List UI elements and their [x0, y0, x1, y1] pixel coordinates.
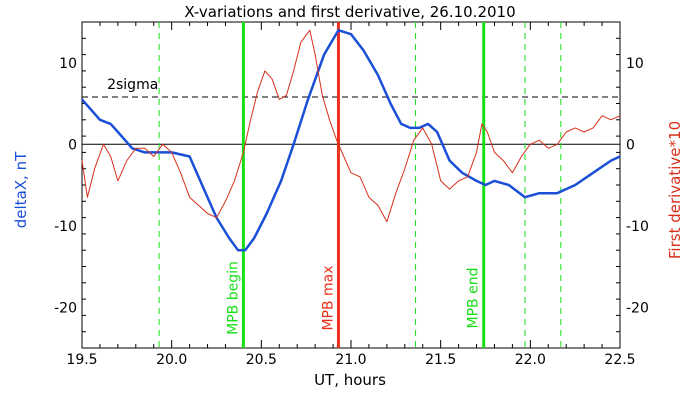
y-axis-label-left: deltaX, nT	[12, 151, 30, 228]
x-tick-label: 22.0	[515, 352, 546, 368]
series-deltax-line	[81, 28, 621, 252]
y-tick-label-left: 10	[59, 56, 77, 72]
y-tick-label-right: -20	[626, 300, 649, 316]
y-tick-label-left: -20	[54, 300, 77, 316]
x-tick-label: 20.0	[156, 352, 187, 368]
y-tick-label-left: 0	[68, 137, 77, 153]
x-axis-label: UT, hours	[314, 371, 386, 389]
vline-label: MPB max	[320, 265, 336, 330]
vline-label: MPB begin	[225, 261, 241, 335]
chart-title: X-variations and first derivative, 26.10…	[184, 3, 515, 21]
y-tick-label-right: -10	[626, 219, 649, 235]
plot-area: 2sigma 19.5 20.0 20.5 21.0 21.5 22.0 22.5 10 10 0 0…	[54, 21, 649, 368]
vline-label: MPB end	[466, 268, 482, 329]
series-derivative-line	[81, 29, 621, 223]
y-axis-label-right: First derivative*10	[666, 121, 684, 259]
sigma-label: 2sigma	[107, 77, 158, 93]
x-tick-label: 21.0	[335, 352, 366, 368]
x-tick-label: 20.5	[246, 352, 277, 368]
x-tick-label: 22.5	[604, 352, 635, 368]
y-tick-label-right: 10	[626, 56, 644, 72]
plot-frame	[81, 21, 621, 349]
x-tick-label: 21.5	[425, 352, 456, 368]
y-tick-label-left: -10	[54, 219, 77, 235]
x-tick-label: 19.5	[66, 352, 97, 368]
y-tick-label-right: 0	[626, 137, 635, 153]
